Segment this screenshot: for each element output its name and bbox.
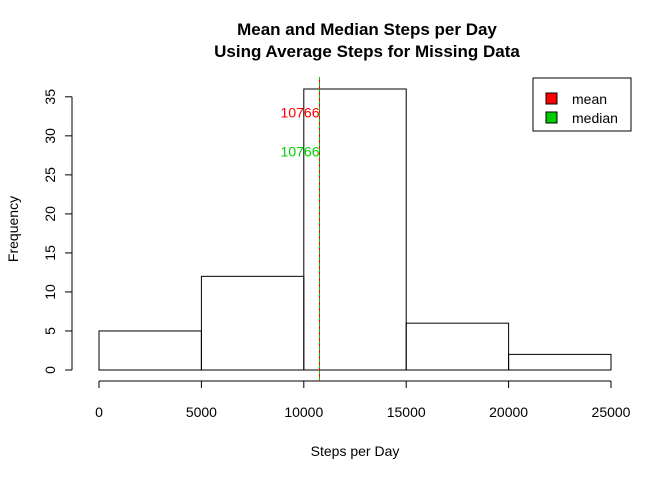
histogram-bar [508, 353, 612, 371]
legend: mean median [532, 77, 632, 132]
x-axis: 0 5000 10000 15000 20000 25000 [95, 380, 631, 420]
y-tick-label: 25 [42, 167, 58, 183]
chart-subtitle: Using Average Steps for Missing Data [214, 42, 520, 61]
histogram-bar [303, 88, 407, 371]
bars-group [98, 88, 612, 371]
median-annotation: 10766 [281, 143, 320, 159]
x-tick-label: 5000 [186, 404, 217, 420]
legend-swatch [545, 92, 558, 105]
histogram-bar [405, 322, 510, 371]
histogram-bar [98, 330, 202, 371]
mean-annotation: 10766 [281, 104, 320, 120]
x-tick-label: 15000 [387, 404, 426, 420]
x-tick-label: 0 [95, 404, 103, 420]
legend-label: median [572, 110, 618, 126]
reference-lines: 10766 10766 [281, 77, 320, 381]
x-tick-label: 20000 [489, 404, 528, 420]
chart-title: Mean and Median Steps per Day [237, 20, 497, 39]
y-tick-label: 10 [42, 284, 58, 300]
x-tick-label: 25000 [592, 404, 631, 420]
y-axis: 0 5 10 15 20 25 30 35 [42, 89, 73, 374]
y-tick-label: 5 [42, 327, 58, 335]
y-tick-label: 20 [42, 206, 58, 222]
x-tick-label: 10000 [284, 404, 323, 420]
histogram-bar [200, 275, 305, 371]
legend-label: mean [572, 91, 607, 107]
x-axis-label: Steps per Day [311, 443, 400, 459]
legend-swatch [545, 111, 558, 124]
y-tick-label: 15 [42, 245, 58, 261]
y-tick-label: 0 [42, 366, 58, 374]
y-axis-label: Frequency [5, 196, 21, 262]
y-tick-label: 35 [42, 89, 58, 105]
y-tick-label: 30 [42, 128, 58, 144]
